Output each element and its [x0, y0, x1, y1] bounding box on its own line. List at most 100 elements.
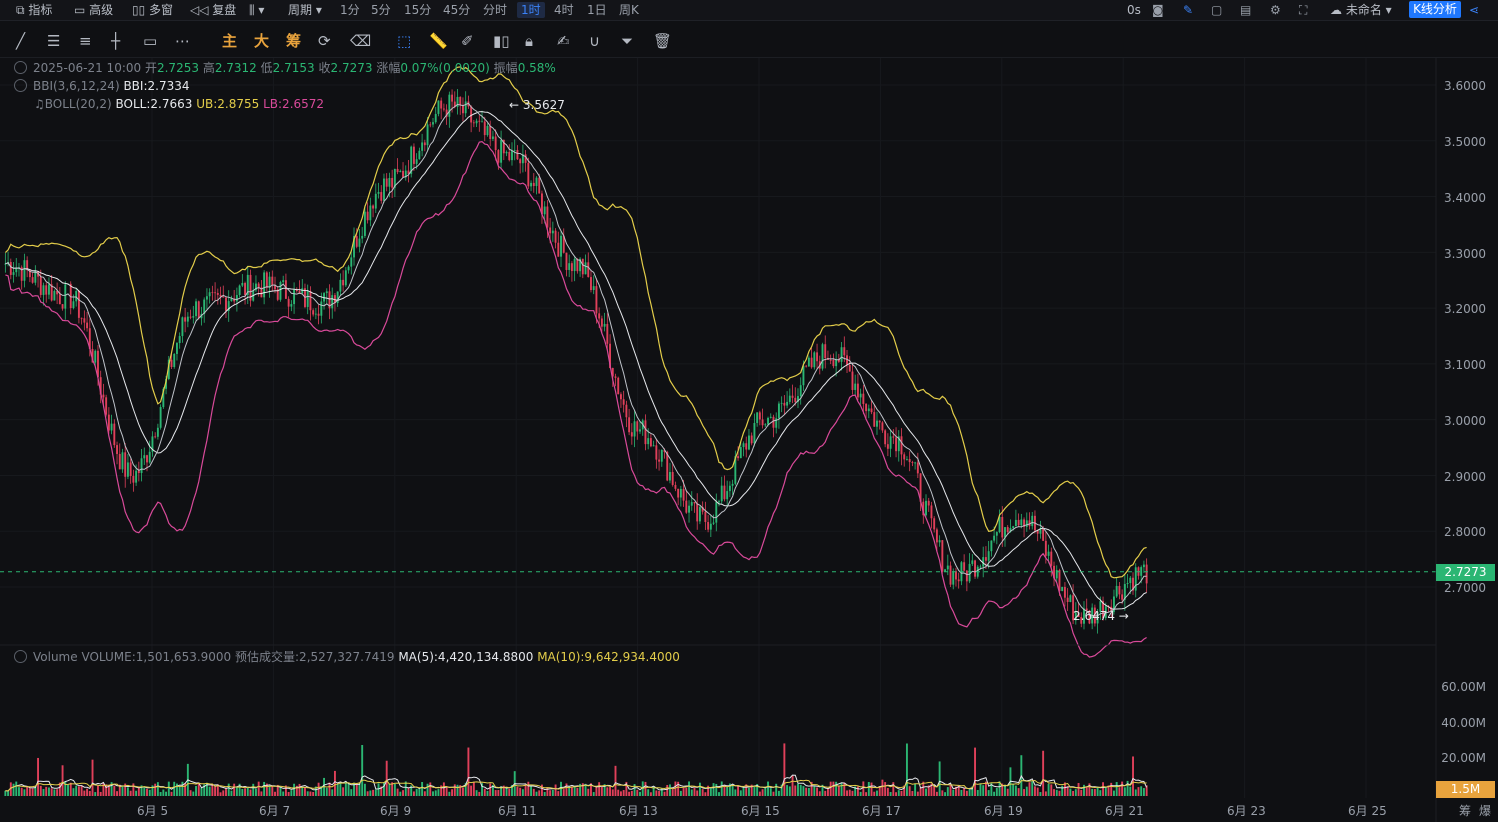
erase-icon[interactable]: ⌫: [350, 32, 372, 50]
volume-bar: [178, 786, 181, 796]
volume-bar: [282, 791, 285, 796]
collapse-icon[interactable]: [14, 650, 27, 663]
volume-bar: [976, 790, 979, 796]
ruler-icon[interactable]: 📏: [429, 32, 448, 50]
candle-body: [963, 562, 966, 571]
candle-body: [658, 459, 661, 462]
interval-45m[interactable]: 45分: [443, 3, 471, 17]
volume-bar: [846, 790, 848, 796]
magnet-icon[interactable]: ∪: [589, 32, 600, 50]
volume-bar: [712, 783, 715, 796]
volume-bar: [151, 785, 154, 796]
countdown-label: 0s: [1127, 3, 1141, 17]
candle-body: [309, 291, 312, 311]
candle-body: [949, 565, 952, 585]
horizontal-ray-icon[interactable]: ┼: [111, 32, 121, 50]
collapse-icon[interactable]: [14, 79, 27, 92]
candle-body: [614, 376, 617, 378]
volume-bar: [1034, 786, 1036, 796]
volume-bar: [979, 783, 982, 796]
current-price-tag: 2.7273: [1436, 564, 1495, 581]
interval-15m[interactable]: 15分: [404, 3, 432, 17]
current-volume-tag: 1.5M: [1436, 781, 1495, 798]
volume-bar: [94, 792, 97, 796]
window-icon[interactable]: ▢: [1211, 3, 1223, 17]
pen-icon[interactable]: ✎: [1183, 3, 1194, 17]
volume-bar: [1004, 784, 1006, 796]
volume-bar: [440, 785, 443, 796]
chip-footer-button[interactable]: 筹: [1459, 804, 1472, 818]
volume-bar: [1077, 782, 1080, 796]
candle-body: [889, 436, 892, 449]
indicator-button[interactable]: ⧉ 指标: [16, 3, 53, 17]
kline-analysis-button[interactable]: K线分析: [1409, 1, 1461, 18]
interval-1h[interactable]: 1时: [517, 2, 545, 18]
volume-bar: [437, 789, 440, 796]
kline-chart[interactable]: [0, 58, 1498, 822]
candle-body: [1118, 585, 1121, 595]
parallel-lines-icon[interactable]: ☰: [47, 32, 61, 50]
candle-body: [856, 383, 859, 398]
volume-bar: [1140, 786, 1143, 796]
interval-timeshare[interactable]: 分时: [483, 3, 508, 17]
interval-week[interactable]: 周K: [619, 3, 639, 17]
sync-icon[interactable]: ⟳: [318, 32, 331, 50]
volume-bar: [214, 786, 217, 796]
line-tool-icon[interactable]: ╱: [16, 32, 26, 50]
volume-bar: [682, 787, 685, 796]
fullscreen-icon[interactable]: ⛶: [1299, 3, 1308, 17]
volume-bar: [146, 788, 148, 796]
candle-body: [9, 261, 12, 275]
bbi-legend: BBI(3,6,12,24) BBI:2.7334: [14, 78, 190, 94]
select-icon[interactable]: ⬚: [397, 32, 412, 50]
rectangle-icon[interactable]: ▭: [143, 32, 158, 50]
volume-bar: [990, 782, 993, 796]
candle-body: [707, 522, 710, 530]
layout-name-dropdown[interactable]: ☁ 未命名 ▾: [1330, 3, 1392, 17]
volume-bar: [143, 787, 146, 796]
candle-body: [1085, 608, 1088, 611]
candle-body: [876, 420, 878, 427]
burst-footer-button[interactable]: 爆: [1479, 804, 1492, 818]
lock-icon[interactable]: 🔒︎: [525, 32, 533, 50]
share-icon[interactable]: ⋖: [1469, 3, 1480, 17]
volume-bar: [715, 783, 718, 796]
layout-icon[interactable]: ▤: [1240, 3, 1252, 17]
volume-bar: [734, 789, 737, 796]
candle-body: [584, 262, 587, 275]
chart-type-button[interactable]: ⫼ ▾: [249, 3, 265, 17]
candle-icon[interactable]: ▮▯: [493, 32, 510, 50]
volume-bar: [952, 789, 955, 796]
trash-icon[interactable]: 🗑︎: [653, 32, 673, 50]
brush-icon[interactable]: ✐: [461, 32, 474, 50]
main-toggle[interactable]: 主: [222, 32, 238, 50]
candle-body: [1031, 515, 1034, 527]
more-tools-icon[interactable]: ⋯: [175, 32, 190, 50]
interval-4h[interactable]: 4时: [554, 3, 574, 17]
collapse-icon[interactable]: [14, 61, 27, 74]
big-order-toggle[interactable]: 大: [254, 32, 270, 50]
candle-body: [955, 571, 957, 580]
interval-1m[interactable]: 1分: [340, 3, 360, 17]
edit-icon[interactable]: ✍: [557, 32, 570, 50]
advanced-button[interactable]: ▭ 高级: [74, 3, 114, 17]
volume-bar: [50, 788, 53, 796]
camera-icon[interactable]: ◙: [1152, 3, 1164, 17]
bell-icon[interactable]: ♫: [34, 97, 45, 111]
multi-window-button[interactable]: ▯▯ 多窗: [132, 3, 174, 17]
interval-1d[interactable]: 1日: [587, 3, 607, 17]
chip-toggle[interactable]: 筹: [286, 32, 302, 50]
volume-bar: [173, 781, 176, 796]
candle-body: [143, 455, 146, 459]
replay-button[interactable]: ◁◁ 复盘: [190, 3, 237, 17]
candle-body: [832, 359, 835, 367]
volume-bar: [121, 785, 124, 796]
volume-bar: [840, 783, 843, 796]
settings-icon[interactable]: ⚙: [1270, 3, 1281, 17]
period-button[interactable]: 周期 ▾: [288, 3, 322, 17]
filter-icon[interactable]: ⏷: [621, 32, 634, 50]
interval-5m[interactable]: 5分: [371, 3, 391, 17]
candle-body: [1025, 520, 1028, 527]
date-tick: 6月 25: [1348, 804, 1387, 818]
horizontal-lines-icon[interactable]: ≡: [79, 32, 92, 50]
